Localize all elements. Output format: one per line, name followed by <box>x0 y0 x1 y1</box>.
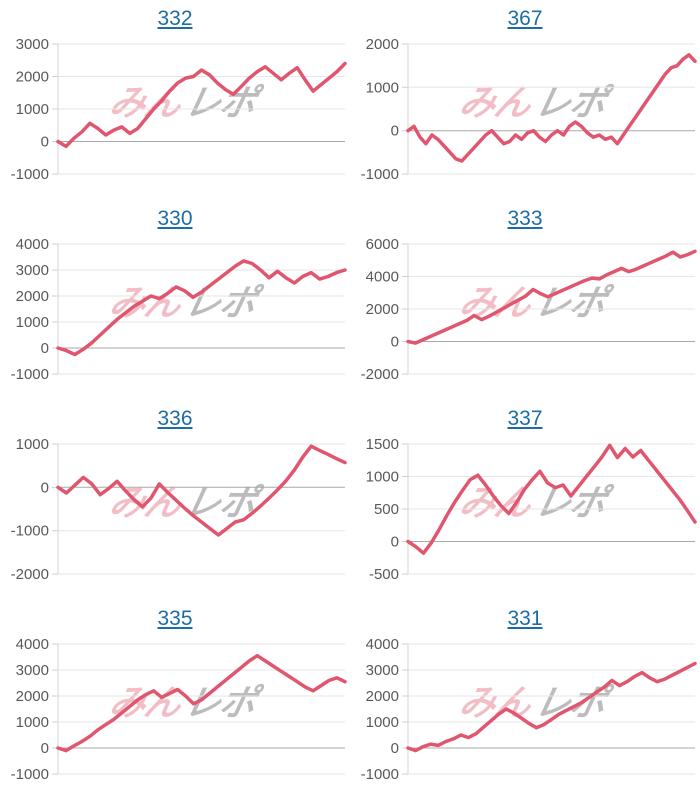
y-tick-label: 0 <box>41 740 49 757</box>
y-tick-label: 3000 <box>16 36 49 53</box>
line-chart-367: 2000 1000 0 -1000 <box>361 36 697 183</box>
y-tick-label: 1000 <box>366 714 399 731</box>
y-tick-label: 2000 <box>16 288 49 305</box>
y-tick-label: 6000 <box>366 236 399 253</box>
y-tick-label: 1000 <box>16 101 49 118</box>
y-tick-label: 0 <box>41 479 49 496</box>
series-line <box>56 444 347 537</box>
y-tick-label: -1000 <box>11 366 49 383</box>
series-line <box>56 61 347 149</box>
y-tick-label: 0 <box>41 340 49 357</box>
y-tick-label: 3000 <box>366 662 399 679</box>
y-tick-label: 1000 <box>366 469 399 486</box>
chart-title-row: 336 <box>0 407 350 431</box>
y-tick-label: 2000 <box>366 36 399 53</box>
chart-cell-331: みんレポ 4000 3000 2000 1000 0 -1000 331 <box>350 600 700 800</box>
series-line <box>406 661 697 753</box>
series-line <box>406 249 697 345</box>
chart-cell-332: みんレポ 3000 2000 1000 0 -1000 332 <box>0 0 350 200</box>
series-line <box>56 259 347 357</box>
y-tick-label: -1000 <box>361 766 399 783</box>
chart-cell-335: みんレポ 4000 3000 2000 1000 0 -1000 335 <box>0 600 350 800</box>
chart-cell-330: みんレポ 4000 3000 2000 1000 0 -1000 330 <box>0 200 350 400</box>
y-tick-label: 4000 <box>366 636 399 653</box>
chart-title-link-335[interactable]: 335 <box>157 607 193 630</box>
y-tick-label: 2000 <box>366 688 399 705</box>
y-tick-label: -1000 <box>361 166 399 183</box>
chart-title-row: 332 <box>0 7 350 31</box>
line-chart-332: 3000 2000 1000 0 -1000 <box>11 36 347 183</box>
chart-cell-336: みんレポ 1000 0 -1000 -2000 336 <box>0 400 350 600</box>
y-tick-label: -500 <box>369 566 399 583</box>
chart-title-link-330[interactable]: 330 <box>157 207 193 230</box>
series-line <box>406 443 697 555</box>
series-line <box>406 53 697 163</box>
y-tick-label: 2000 <box>366 301 399 318</box>
y-tick-label: 4000 <box>366 269 399 286</box>
y-tick-label: 4000 <box>16 236 49 253</box>
chart-title-row: 367 <box>350 7 700 31</box>
y-tick-label: 3000 <box>16 262 49 279</box>
y-tick-label: 1500 <box>366 436 399 453</box>
chart-title-link-331[interactable]: 331 <box>507 607 543 630</box>
chart-title-row: 331 <box>350 607 700 631</box>
y-tick-label: -2000 <box>11 566 49 583</box>
y-tick-label: 1000 <box>366 79 399 96</box>
chart-title-link-332[interactable]: 332 <box>157 7 193 30</box>
chart-title-row: 330 <box>0 207 350 231</box>
chart-cell-367: みんレポ 2000 1000 0 -1000 367 <box>350 0 700 200</box>
y-tick-label: 2000 <box>16 69 49 86</box>
y-tick-label: -1000 <box>11 766 49 783</box>
y-tick-label: 0 <box>391 334 399 351</box>
chart-title-row: 335 <box>0 607 350 631</box>
y-tick-label: 500 <box>374 501 399 518</box>
chart-title-link-367[interactable]: 367 <box>507 7 543 30</box>
series-line <box>56 653 347 753</box>
chart-title-row: 337 <box>350 407 700 431</box>
y-tick-label: -1000 <box>11 166 49 183</box>
y-tick-label: 4000 <box>16 636 49 653</box>
y-tick-label: -2000 <box>361 366 399 383</box>
y-tick-label: -1000 <box>11 523 49 540</box>
line-chart-330: 4000 3000 2000 1000 0 -1000 <box>11 236 347 383</box>
line-chart-336: 1000 0 -1000 -2000 <box>11 436 347 583</box>
chart-title-link-336[interactable]: 336 <box>157 407 193 430</box>
chart-cell-333: みんレポ 6000 4000 2000 0 -2000 333 <box>350 200 700 400</box>
line-chart-333: 6000 4000 2000 0 -2000 <box>361 236 697 383</box>
y-tick-label: 2000 <box>16 688 49 705</box>
y-tick-label: 1000 <box>16 314 49 331</box>
chart-title-row: 333 <box>350 207 700 231</box>
y-tick-label: 0 <box>391 740 399 757</box>
line-chart-335: 4000 3000 2000 1000 0 -1000 <box>11 636 347 783</box>
chart-cell-337: みんレポ 1500 1000 500 0 -500 337 <box>350 400 700 600</box>
y-tick-label: 0 <box>391 534 399 551</box>
y-tick-label: 0 <box>41 134 49 151</box>
chart-title-link-337[interactable]: 337 <box>507 407 543 430</box>
y-tick-label: 3000 <box>16 662 49 679</box>
chart-title-link-333[interactable]: 333 <box>507 207 543 230</box>
y-tick-label: 1000 <box>16 714 49 731</box>
line-chart-331: 4000 3000 2000 1000 0 -1000 <box>361 636 697 783</box>
y-tick-label: 0 <box>391 123 399 140</box>
line-chart-337: 1500 1000 500 0 -500 <box>366 436 697 583</box>
y-tick-label: 1000 <box>16 436 49 453</box>
